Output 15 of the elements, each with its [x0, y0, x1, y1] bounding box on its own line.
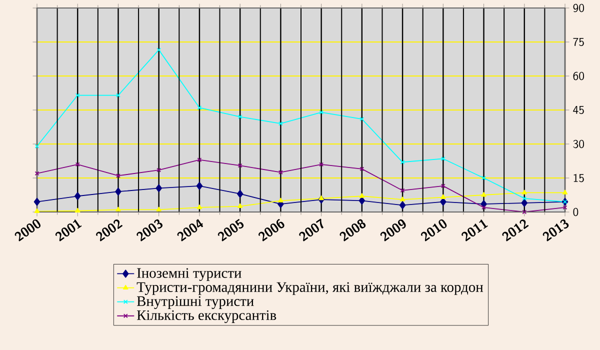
y-tick-label: 30: [573, 140, 584, 148]
legend-label: Кількість екскурсантів: [136, 310, 276, 324]
y-tick-label: 15: [574, 174, 584, 182]
y-tick-label: 60: [573, 72, 584, 80]
y-tick-label: 75: [573, 38, 584, 46]
x-tick-label: 2002: [96, 219, 122, 242]
legend-label: Іноземні туристи: [137, 268, 242, 281]
y-tick-label: 0: [573, 208, 578, 216]
x-tick-label: 2001: [55, 220, 82, 242]
x-tick-label: 2012: [502, 219, 529, 242]
legend-label: Туристи-громадянини України, які виїжджали за кордон: [136, 282, 484, 295]
x-tick-label: 2011: [462, 220, 488, 242]
legend-label: Внутрішні туристи: [136, 296, 254, 309]
y-tick-label: 90: [573, 4, 584, 12]
y-tick-label: 45: [573, 106, 584, 114]
